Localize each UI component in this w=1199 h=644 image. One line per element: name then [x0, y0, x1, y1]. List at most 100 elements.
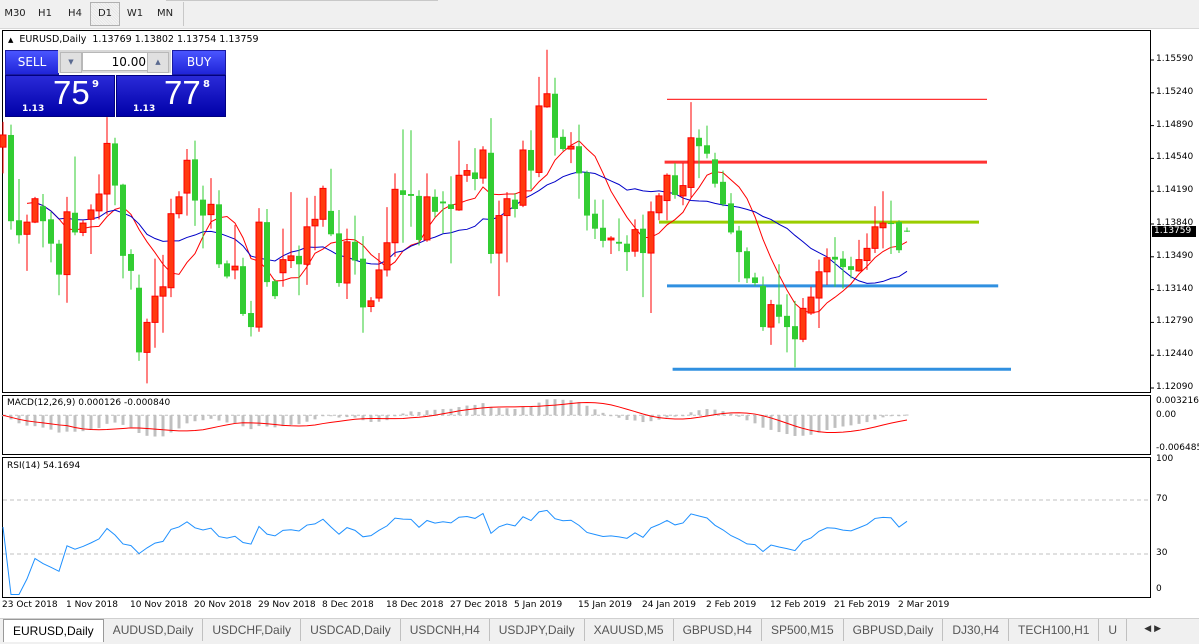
- chart-canvas: [0, 49, 1154, 595]
- tab-scroll-left-icon[interactable]: ◀: [1144, 624, 1152, 634]
- macd-histogram-bar: [889, 415, 893, 417]
- candle-body: [767, 304, 775, 328]
- candle-body: [528, 149, 534, 171]
- timeframe-mn[interactable]: MN: [156, 8, 174, 19]
- timeframe-h1[interactable]: H1: [38, 8, 52, 19]
- macd-histogram-bar: [593, 409, 597, 416]
- timeframe-m30[interactable]: M30: [4, 8, 26, 19]
- chevron-up-icon: ▲: [155, 58, 161, 66]
- candle-body: [584, 172, 590, 216]
- candle-body: [472, 172, 478, 180]
- macd-histogram-bar: [41, 415, 45, 428]
- macd-histogram-bar: [673, 415, 677, 417]
- ask-price-button[interactable]: 1.13 77 8: [116, 74, 226, 117]
- candle-body: [823, 257, 831, 273]
- bid-price-button[interactable]: 1.13 75 9: [5, 74, 115, 117]
- macd-histogram-bar: [321, 415, 325, 417]
- lot-decrease-button[interactable]: ▼: [60, 52, 82, 73]
- candle-body: [624, 243, 630, 253]
- candle-body: [720, 181, 726, 205]
- candle-body: [255, 221, 263, 328]
- candle-body: [95, 193, 103, 212]
- candle-body: [744, 251, 750, 279]
- sell-button[interactable]: SELL: [5, 50, 59, 75]
- candle-body: [23, 221, 31, 235]
- rsi-label: RSI(14) 54.1694: [7, 461, 81, 471]
- candle-body: [592, 213, 598, 229]
- tab-tech100-h1[interactable]: TECH100,H1: [1009, 619, 1100, 641]
- tab-xauusd-m5[interactable]: XAUUSD,M5: [585, 619, 674, 641]
- macd-histogram-bar: [505, 408, 509, 416]
- macd-histogram-bar: [241, 415, 245, 427]
- price-tick-label: 1.12090: [1156, 382, 1194, 392]
- lot-increase-button[interactable]: ▲: [147, 52, 169, 73]
- lot-size-input[interactable]: [82, 52, 151, 71]
- timeframe-w1[interactable]: W1: [126, 8, 144, 19]
- candle-body: [200, 199, 206, 216]
- tab-usdcnh-h4[interactable]: USDCNH,H4: [401, 619, 490, 641]
- tab-usdcad-daily[interactable]: USDCAD,Daily: [301, 619, 401, 641]
- macd-histogram-bar: [257, 415, 261, 427]
- timeframe-buttons: M30 H1 H4 D1 W1 MN: [0, 2, 184, 26]
- candle-body: [87, 209, 95, 220]
- macd-histogram-bar: [177, 415, 181, 429]
- macd-histogram-bar: [497, 408, 501, 416]
- macd-histogram-bar: [185, 415, 189, 424]
- candle-body: [31, 198, 39, 223]
- macd-histogram-bar: [169, 415, 173, 433]
- macd-histogram-bar: [97, 415, 101, 428]
- macd-panel[interactable]: [2, 395, 1151, 455]
- macd-histogram-bar: [393, 415, 397, 417]
- macd-histogram-bar: [201, 415, 205, 421]
- tab-audusd-daily[interactable]: AUDUSD,Daily: [104, 619, 204, 641]
- macd-histogram-bar: [433, 409, 437, 416]
- candle-body: [272, 281, 278, 297]
- candle-body: [319, 187, 327, 220]
- date-tick-label: 2 Mar 2019: [898, 600, 950, 610]
- tab-scroll-right-icon[interactable]: ▶: [1154, 624, 1161, 634]
- macd-histogram-bar: [329, 415, 333, 417]
- macd-tick-label: 0.003216: [1156, 396, 1199, 406]
- timeframe-h4[interactable]: H4: [68, 8, 82, 19]
- macd-histogram-bar: [473, 404, 477, 416]
- tab-dj30-h4[interactable]: DJ30,H4: [943, 619, 1010, 641]
- candle-body: [463, 170, 471, 176]
- macd-histogram-bar: [113, 415, 117, 423]
- macd-histogram-bar: [761, 415, 765, 428]
- candle-body: [183, 159, 191, 194]
- buy-button[interactable]: BUY: [172, 50, 226, 75]
- macd-tick-label: -0.006485: [1156, 443, 1199, 453]
- candle-body: [360, 258, 366, 308]
- tab-eurusd-daily[interactable]: EURUSD,Daily: [3, 619, 104, 642]
- candle-body: [479, 149, 487, 179]
- candle-body: [655, 195, 663, 214]
- tab-gbpusd-h4[interactable]: GBPUSD,H4: [674, 619, 762, 641]
- candle-body: [519, 149, 527, 206]
- macd-histogram-bar: [209, 415, 213, 419]
- macd-histogram-bar: [689, 412, 693, 416]
- candle-body: [543, 93, 551, 108]
- tab-sp500-m15[interactable]: SP500,M15: [762, 619, 844, 641]
- tab-usdchf-daily[interactable]: USDCHF,Daily: [203, 619, 302, 641]
- macd-histogram-bar: [769, 415, 773, 430]
- candle-body: [240, 266, 246, 314]
- macd-histogram-bar: [705, 409, 709, 416]
- date-tick-label: 10 Nov 2018: [130, 600, 188, 610]
- candle-body: [328, 210, 334, 235]
- macd-histogram-bar: [609, 415, 613, 417]
- tab-gbpusd-daily[interactable]: GBPUSD,Daily: [844, 619, 944, 641]
- collapse-triangle-icon[interactable]: ▲: [8, 36, 14, 44]
- rsi-panel[interactable]: [2, 457, 1151, 598]
- macd-histogram-bar: [65, 415, 69, 432]
- macd-histogram-bar: [89, 415, 93, 430]
- tab-u[interactable]: U: [1099, 619, 1128, 641]
- tab-usdjpy-daily[interactable]: USDJPY,Daily: [490, 619, 585, 641]
- candle-body: [712, 159, 718, 184]
- candle-body: [336, 233, 342, 284]
- price-tick-label: 1.13140: [1156, 283, 1194, 294]
- macd-histogram-bar: [57, 415, 61, 433]
- macd-histogram-bar: [313, 415, 317, 420]
- candle-body: [832, 256, 838, 260]
- candle-body: [400, 190, 406, 195]
- timeframe-d1[interactable]: D1: [90, 2, 120, 26]
